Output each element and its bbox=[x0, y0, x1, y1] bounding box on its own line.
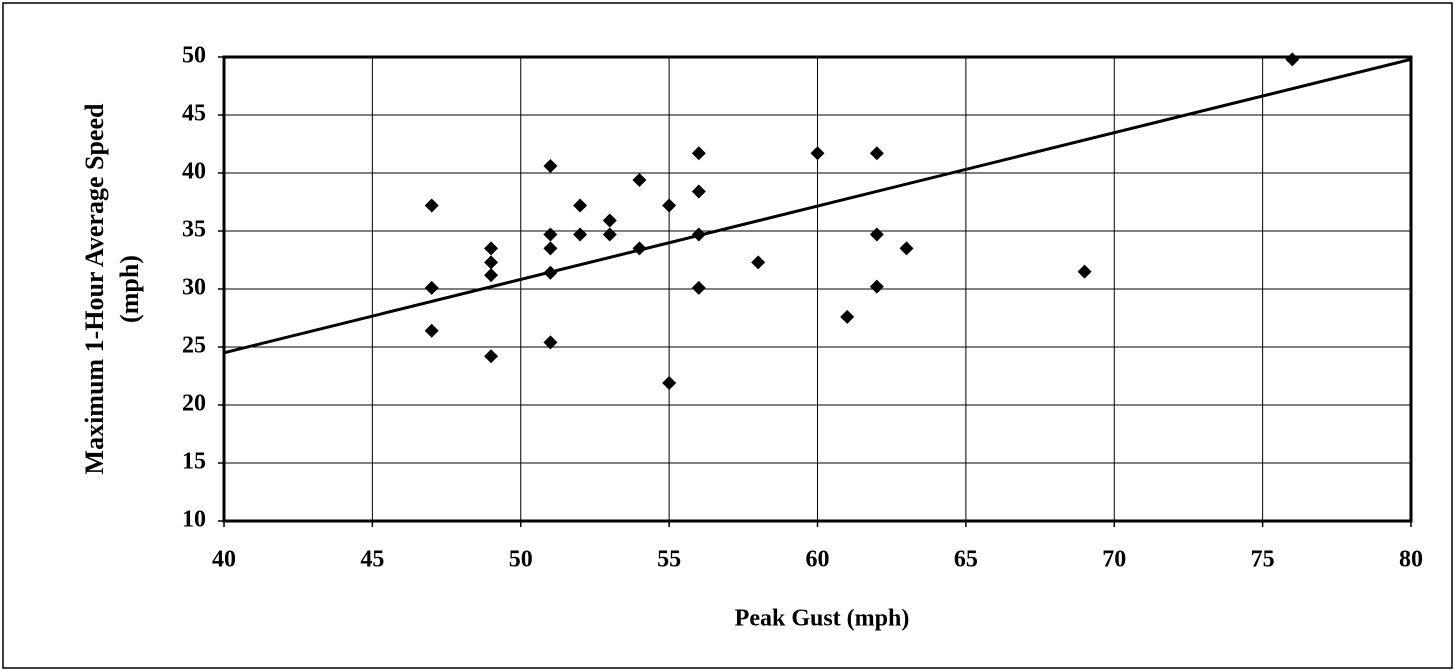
point bbox=[543, 241, 558, 256]
point bbox=[691, 184, 706, 199]
point bbox=[484, 241, 499, 256]
point bbox=[424, 323, 439, 338]
x-tick-label: 55 bbox=[657, 547, 681, 573]
point bbox=[1077, 264, 1092, 279]
point bbox=[424, 198, 439, 213]
x-tick-label: 75 bbox=[1251, 547, 1275, 573]
point bbox=[662, 198, 677, 213]
y-tick-label: 15 bbox=[182, 449, 206, 475]
point bbox=[691, 280, 706, 295]
x-axis-title: Peak Gust (mph) bbox=[735, 606, 910, 632]
x-tick-label: 80 bbox=[1399, 547, 1423, 573]
point bbox=[484, 255, 499, 270]
plot-border bbox=[222, 55, 1413, 523]
point bbox=[1285, 52, 1300, 67]
point bbox=[840, 309, 855, 324]
x-tick-label: 45 bbox=[360, 547, 384, 573]
point bbox=[602, 227, 617, 242]
point bbox=[899, 241, 914, 256]
x-tick-label: 50 bbox=[509, 547, 533, 573]
x-tick-label: 70 bbox=[1102, 547, 1126, 573]
y-axis-title: Maximum 1-Hour Average Speed bbox=[80, 103, 109, 474]
x-tick-label: 60 bbox=[806, 547, 830, 573]
point bbox=[869, 227, 884, 242]
point bbox=[869, 279, 884, 294]
y-tick-label: 25 bbox=[182, 333, 206, 359]
x-tick-label: 65 bbox=[954, 547, 978, 573]
point bbox=[602, 213, 617, 228]
point bbox=[543, 335, 558, 350]
point bbox=[632, 172, 647, 187]
y-tick-label: 45 bbox=[182, 101, 206, 127]
point bbox=[573, 227, 588, 242]
y-tick-label: 35 bbox=[182, 217, 206, 243]
point bbox=[484, 268, 499, 283]
y-axis-title: (mph) bbox=[115, 255, 144, 323]
y-tick-label: 30 bbox=[182, 275, 206, 301]
point bbox=[424, 280, 439, 295]
y-tick-label: 20 bbox=[182, 391, 206, 417]
point bbox=[691, 146, 706, 161]
point bbox=[810, 146, 825, 161]
point bbox=[573, 198, 588, 213]
point bbox=[869, 146, 884, 161]
point bbox=[543, 227, 558, 242]
y-tick-label: 50 bbox=[182, 43, 206, 69]
y-tick-label: 40 bbox=[182, 159, 206, 185]
point bbox=[543, 159, 558, 174]
point bbox=[751, 255, 766, 270]
trendline bbox=[223, 57, 1412, 355]
y-tick-label: 10 bbox=[182, 507, 206, 533]
point bbox=[662, 375, 677, 390]
point bbox=[484, 349, 499, 364]
x-tick-label: 40 bbox=[212, 547, 236, 573]
